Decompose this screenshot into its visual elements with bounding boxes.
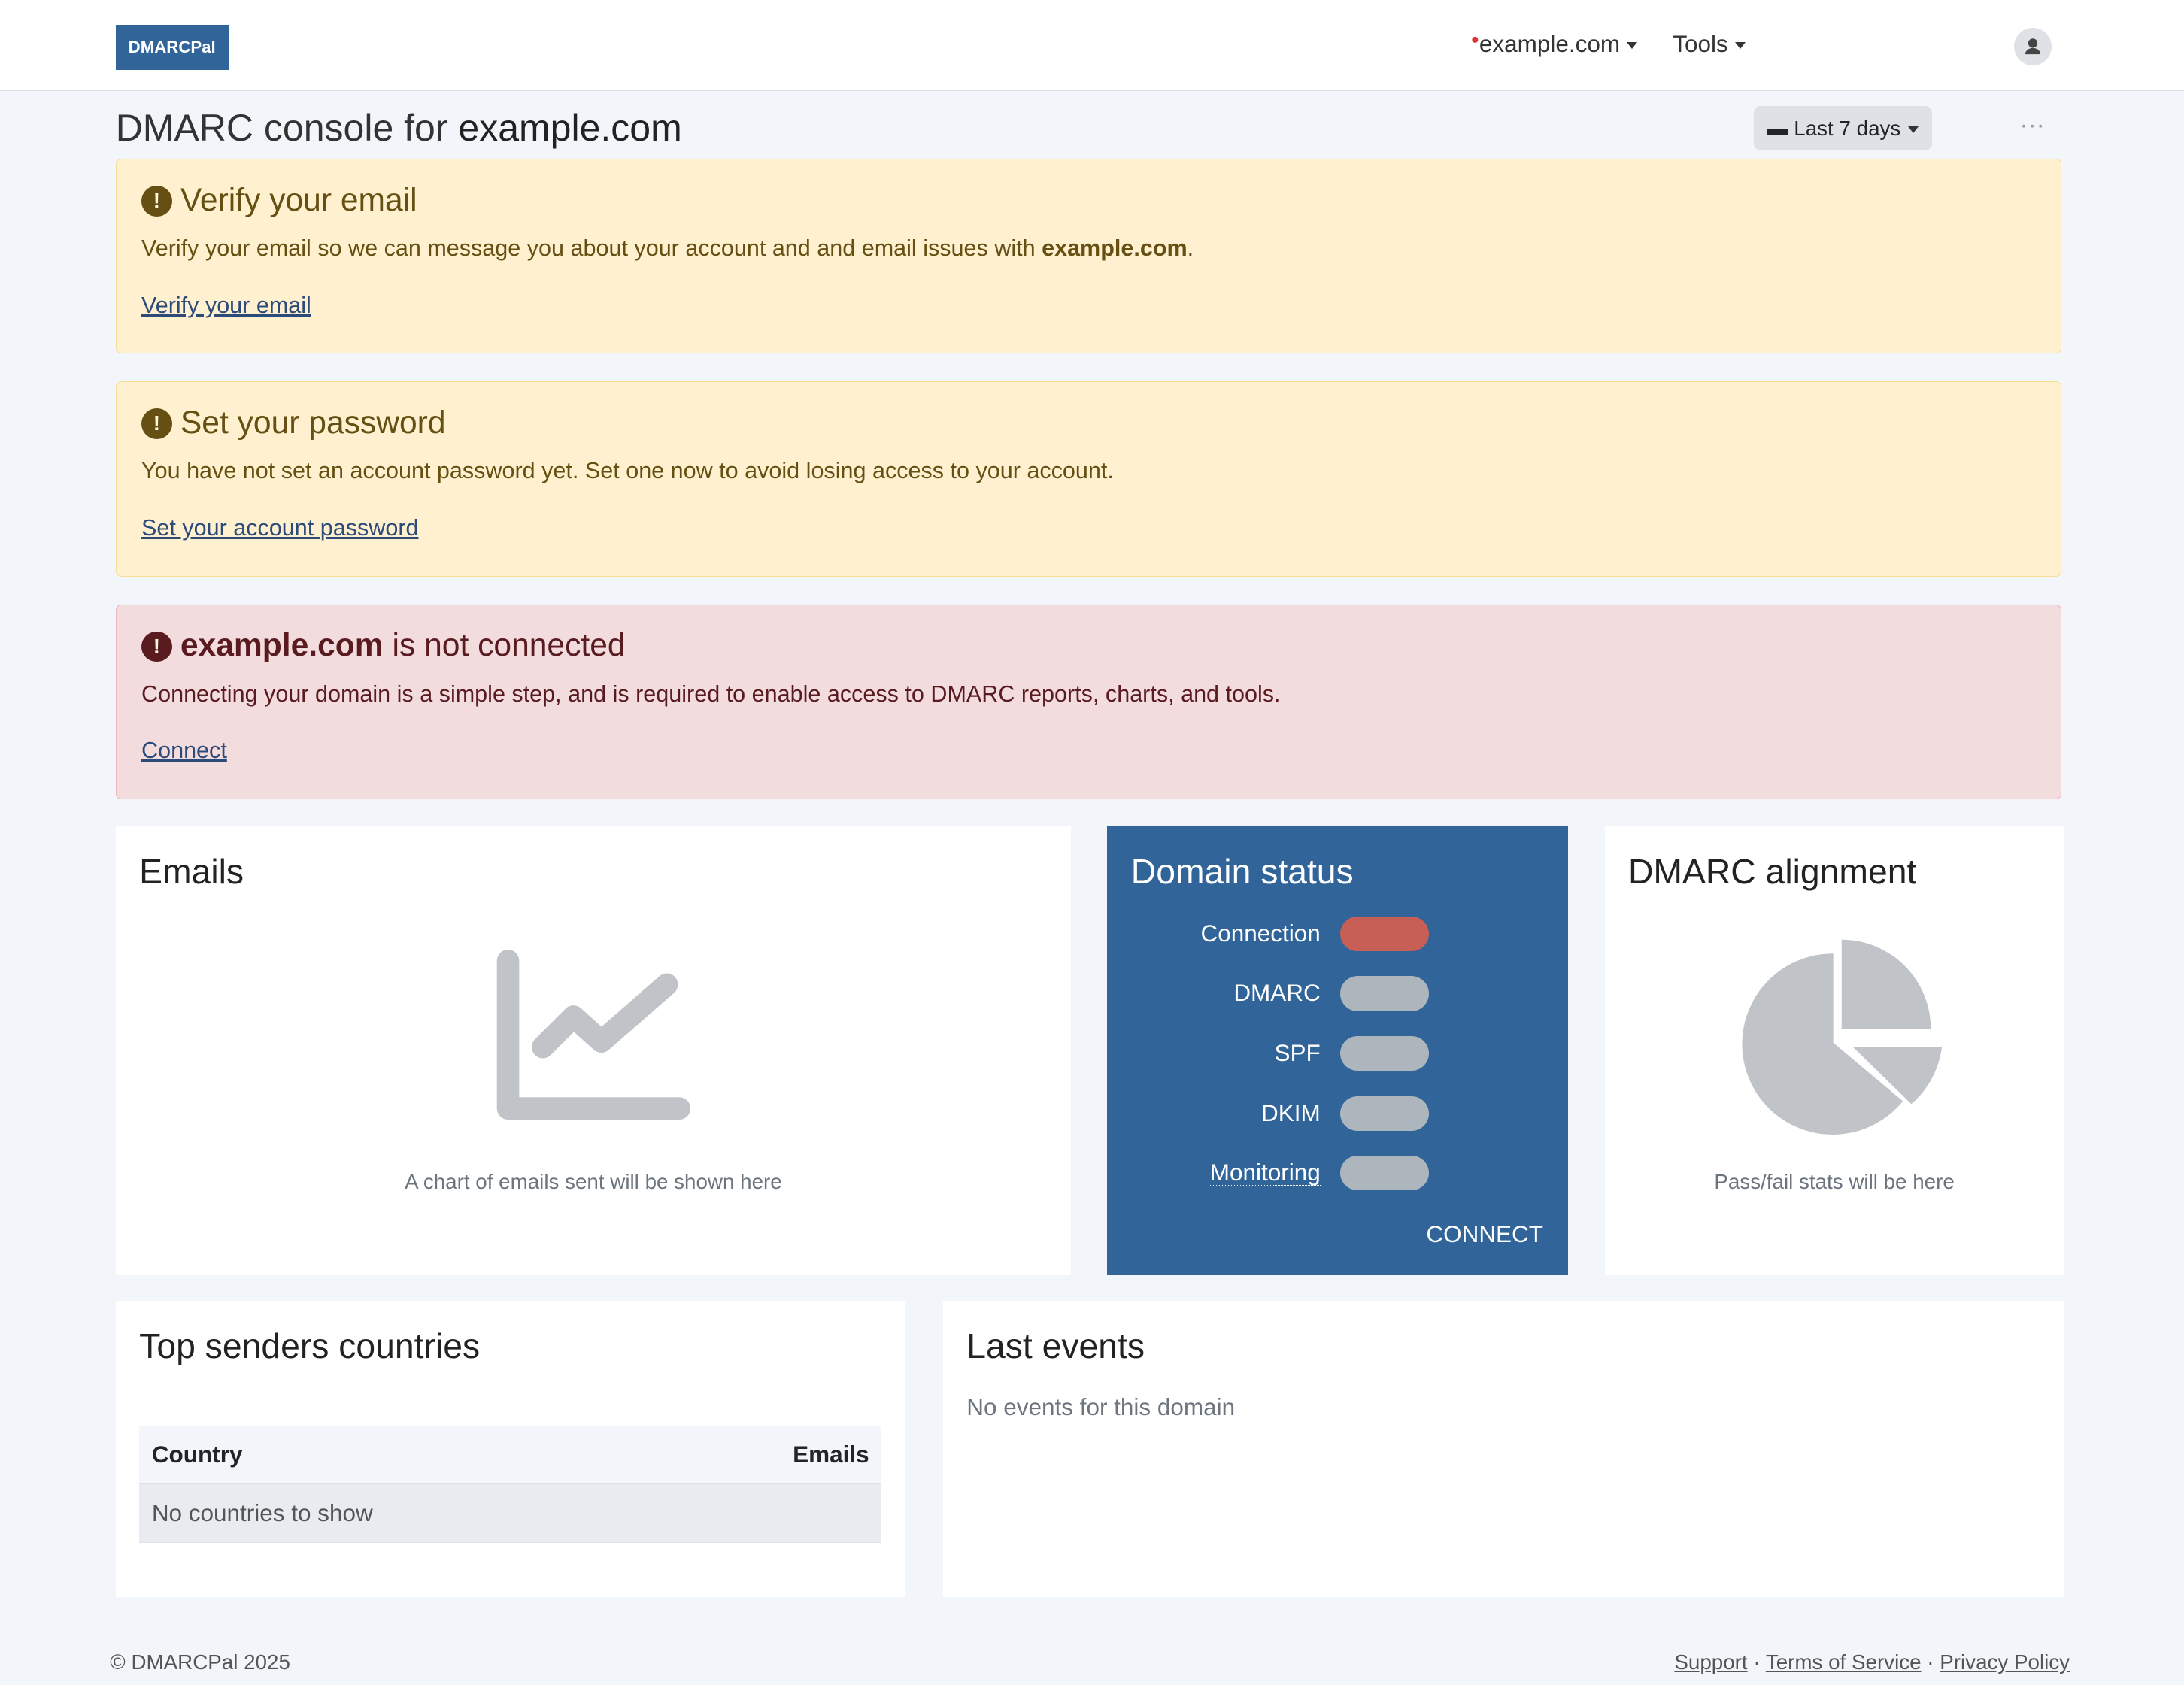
tools-dropdown[interactable]: Tools xyxy=(1673,31,1746,58)
domain-label: example.com xyxy=(1479,30,1621,57)
countries-table: Country Emails No countries to show xyxy=(139,1426,882,1543)
user-icon xyxy=(2025,38,2041,55)
alert-text: You have not set an account password yet… xyxy=(141,458,1114,484)
pie-chart-icon xyxy=(1742,940,1942,1135)
table-row: No countries to show xyxy=(139,1483,882,1543)
status-row-monitoring: Monitoring xyxy=(1209,1156,1430,1191)
user-avatar[interactable] xyxy=(2013,28,2052,66)
privacy-link[interactable]: Privacy Policy xyxy=(1940,1650,2070,1674)
exclamation-icon: ! xyxy=(141,408,172,440)
emails-placeholder: A chart of emails sent will be shown her… xyxy=(405,1169,782,1193)
line-chart-icon xyxy=(497,950,691,1120)
alert-title: Verify your email xyxy=(180,181,417,218)
card-title: DMARC alignment xyxy=(1627,851,1917,891)
status-label: DKIM xyxy=(1261,1099,1321,1126)
status-indicator xyxy=(1339,1035,1430,1071)
exclamation-icon: ! xyxy=(141,631,172,662)
support-link[interactable]: Support xyxy=(1674,1650,1748,1674)
empty-row: No countries to show xyxy=(139,1483,882,1543)
separator: · xyxy=(1753,1650,1761,1674)
card-title: Domain status xyxy=(1130,851,1354,891)
column-header-emails[interactable]: Emails xyxy=(535,1426,882,1485)
alignment-placeholder: Pass/fail stats will be here xyxy=(1714,1169,1955,1193)
date-range-dropdown[interactable]: ▬ Last 7 days xyxy=(1753,105,1932,150)
status-indicator xyxy=(1339,976,1430,1011)
page-title: DMARC console for example.com xyxy=(115,106,682,149)
status-label: Connection xyxy=(1200,920,1321,947)
status-indicator xyxy=(1339,1096,1430,1131)
alert-title: is not connected xyxy=(383,627,626,664)
status-label: SPF xyxy=(1274,1040,1321,1067)
domain-status-card: Domain status Connection DMARC SPF DKIM Moni… xyxy=(1107,826,1569,1276)
alert-text: Connecting your domain is a simple step,… xyxy=(141,680,1281,707)
footer-links: Support · Terms of Service · Privacy Pol… xyxy=(1674,1650,2070,1674)
connect-button[interactable]: CONNECT xyxy=(1426,1221,1543,1248)
verify-email-alert: ! Verify your email Verify your email so … xyxy=(115,159,2061,354)
status-row-connection: Connection xyxy=(1200,916,1430,951)
logo[interactable]: DMARCPal xyxy=(115,25,229,70)
column-header-country[interactable]: Country xyxy=(139,1426,535,1485)
emails-card: Emails A chart of emails sent will be sh… xyxy=(115,826,1072,1276)
verify-email-link[interactable]: Verify your email xyxy=(141,292,311,318)
range-label: Last 7 days xyxy=(1794,116,1901,140)
terms-link[interactable]: Terms of Service xyxy=(1765,1650,1922,1674)
status-dot-icon: ● xyxy=(1470,30,1479,47)
status-row-spf: SPF xyxy=(1274,1035,1430,1071)
domain-dropdown[interactable]: ●example.com xyxy=(1471,31,1638,58)
caret-down-icon xyxy=(1627,41,1638,49)
set-password-link[interactable]: Set your account password xyxy=(141,515,419,541)
card-title: Top senders countries xyxy=(139,1326,481,1366)
top-countries-card: Top senders countries Country Emails No c… xyxy=(115,1300,905,1598)
status-label: DMARC xyxy=(1233,980,1321,1007)
status-row-dkim: DKIM xyxy=(1261,1096,1430,1131)
status-indicator xyxy=(1339,1156,1430,1191)
dmarc-alignment-card: DMARC alignment Pass/fail stats will be … xyxy=(1604,826,2064,1276)
card-title: Emails xyxy=(139,851,244,891)
status-row-dmarc: DMARC xyxy=(1233,976,1430,1011)
caret-down-icon xyxy=(1734,41,1746,49)
caret-down-icon xyxy=(1907,126,1919,133)
more-options-icon[interactable]: ··· xyxy=(2019,111,2045,140)
card-title: Last events xyxy=(966,1326,1145,1366)
connect-link[interactable]: Connect xyxy=(141,738,227,764)
navbar: DMARCPal ●example.com Tools xyxy=(0,0,2184,92)
alert-text: Verify your email so we can message you … xyxy=(141,235,1194,261)
tools-label: Tools xyxy=(1673,30,1728,57)
exclamation-icon: ! xyxy=(141,186,172,217)
separator: · xyxy=(1927,1650,1934,1674)
alert-title: Set your password xyxy=(180,405,446,441)
events-empty: No events for this domain xyxy=(966,1394,1236,1421)
set-password-alert: ! Set your password You have not set an a… xyxy=(115,381,2061,577)
calendar-icon: ▬ xyxy=(1767,116,1788,140)
status-indicator xyxy=(1339,916,1430,951)
copyright: © DMARCPal 2025 xyxy=(110,1650,290,1674)
not-connected-alert: ! example.com is not connected Connecting… xyxy=(115,604,2061,800)
last-events-card: Last events No events for this domain xyxy=(942,1300,2064,1598)
status-label[interactable]: Monitoring xyxy=(1209,1159,1321,1186)
